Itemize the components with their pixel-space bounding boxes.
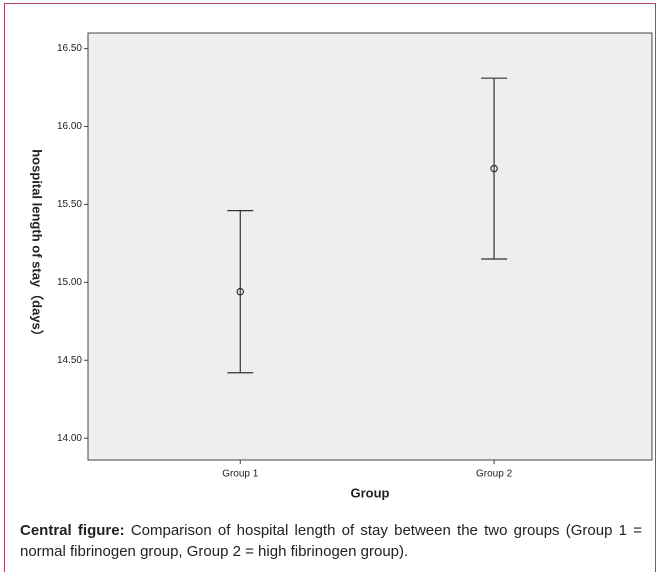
plot-area [87,32,653,461]
x-tick-label: Group 2 [476,469,513,480]
mean-marker [490,164,498,173]
caption-label: Central figure: [20,522,125,539]
y-axis-label: hospital length of stay（days） [30,149,45,343]
x-axis-label: Group [351,485,390,500]
y-tick-label: 14.50 [57,355,82,366]
caption-text: Comparison of hospital length of stay be… [20,522,643,560]
caption: Central figure: Comparison of hospital l… [20,520,642,562]
chart: Group hospital length of stay（days） 14.0… [30,32,653,500]
y-tick-label: 15.50 [57,199,82,210]
y-tick-label: 16.50 [57,43,82,54]
y-tick-label: 15.00 [57,277,82,288]
y-tick-label: 14.00 [57,433,82,444]
figure-frame [4,3,656,572]
mean-marker [236,287,245,296]
x-tick-label: Group 1 [222,469,259,480]
y-tick-label: 16.00 [57,121,82,132]
